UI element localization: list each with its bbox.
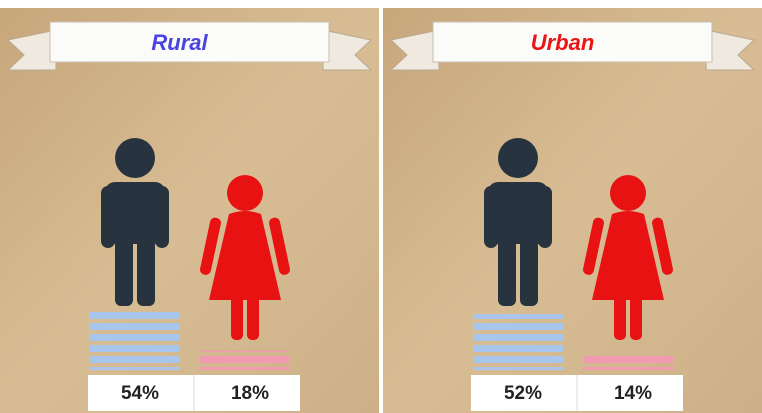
value-stack (473, 314, 563, 370)
leg (630, 296, 642, 340)
value-label: 14% (614, 383, 652, 404)
head (227, 175, 263, 211)
value-label: 54% (121, 383, 159, 404)
leg (614, 296, 626, 340)
panel-title: Urban (531, 30, 595, 55)
arm (538, 186, 552, 248)
leg (247, 296, 259, 340)
value-stack (583, 355, 673, 370)
head (498, 138, 538, 178)
value-label: 18% (231, 383, 269, 404)
panel-background (383, 8, 762, 413)
value-stack (90, 312, 180, 370)
arm (484, 186, 498, 248)
value-stack (200, 351, 290, 370)
leg (137, 236, 155, 306)
head (610, 175, 646, 211)
leg (231, 296, 243, 340)
value-label: 52% (504, 383, 542, 404)
head (115, 138, 155, 178)
infographic: Rural 54% 18% Urban 52% 14% (0, 0, 762, 413)
leg (520, 236, 538, 306)
arm (101, 186, 115, 248)
panel-title: Rural (151, 30, 208, 55)
panel-background (0, 8, 379, 413)
leg (498, 236, 516, 306)
arm (155, 186, 169, 248)
leg (115, 236, 133, 306)
